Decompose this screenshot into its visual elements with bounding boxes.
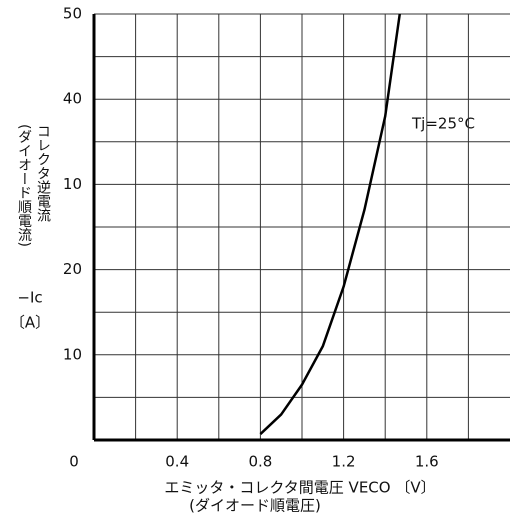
x-tick-label: 0 [69, 453, 79, 471]
y-axis-label: コレクタ逆電流 [35, 124, 51, 223]
y-tick-label: 50 [63, 5, 82, 23]
y-tick-label: 10 [63, 345, 82, 363]
y-tick-label: 20 [63, 260, 82, 278]
x-axis-label-sub: (ダイオード順電圧) [189, 497, 321, 515]
x-tick-label: 0.8 [248, 453, 272, 471]
y-axis-label-sub: (ダイオード順電流) [16, 124, 32, 247]
y-axis-symbol: −Ic [17, 289, 42, 307]
x-tick-label: 1.6 [415, 453, 439, 471]
x-tick-label: 0.4 [165, 453, 189, 471]
y-tick-label: 10 [63, 175, 82, 193]
data-line [259, 13, 401, 435]
annotation: Tj=25°C [411, 115, 475, 133]
y-axis-unit: 〔A〕 [10, 314, 50, 332]
x-axis-label: エミッタ・コレクタ間電圧 VECO 〔V〕 [164, 479, 435, 497]
x-tick-label: 1.2 [332, 453, 356, 471]
y-tick-label: 40 [63, 90, 82, 108]
